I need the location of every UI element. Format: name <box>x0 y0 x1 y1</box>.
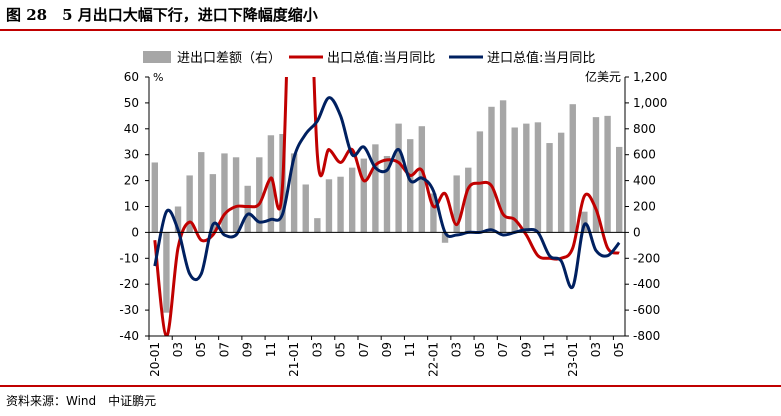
left-tick-label: 40 <box>124 122 139 136</box>
x-tick-label: 05 <box>612 342 626 357</box>
bar-31 <box>511 127 518 233</box>
legend: 进出口差额（右） 出口总值:当月同比 进口总值:当月同比 <box>143 50 595 66</box>
left-tick-label: -30 <box>119 303 139 317</box>
x-tick-label: 20-01 <box>148 342 162 377</box>
bar-12 <box>290 153 298 233</box>
x-tick-label: 09 <box>241 342 255 357</box>
bar-5 <box>209 174 217 233</box>
bar-4 <box>198 152 205 233</box>
bar-0 <box>151 162 158 233</box>
bar-19 <box>372 144 379 233</box>
right-tick-label: 1,000 <box>633 96 667 110</box>
x-tick-label: 11 <box>403 342 417 357</box>
right-tick-label: 0 <box>633 225 641 239</box>
bar-35 <box>557 132 565 233</box>
x-tick-label: 05 <box>334 342 348 357</box>
bar-24 <box>430 193 437 233</box>
x-tick-label: 03 <box>171 342 185 357</box>
x-tick-label: 07 <box>357 342 371 357</box>
right-tick-label: -400 <box>633 277 660 291</box>
x-tick-label: 22-01 <box>426 342 440 377</box>
legend-swatch-bar <box>143 51 171 63</box>
x-tick-label: 03 <box>310 342 324 357</box>
x-tick-label: 11 <box>264 342 278 357</box>
bar-3 <box>186 175 193 233</box>
bar-7 <box>232 157 240 233</box>
x-tick-label: 09 <box>380 342 394 357</box>
bar-16 <box>337 176 344 233</box>
bar-25 <box>441 232 449 243</box>
bar-30 <box>499 100 507 233</box>
bar-series <box>151 100 623 313</box>
x-tick-label: 07 <box>217 342 231 357</box>
bar-26 <box>453 175 460 233</box>
bar-21 <box>395 123 402 233</box>
bar-29 <box>488 106 495 233</box>
bar-15 <box>325 179 333 233</box>
bar-34 <box>546 143 553 233</box>
x-tick-label: 23-01 <box>566 342 580 377</box>
bar-10 <box>267 135 275 233</box>
left-tick-label: 30 <box>124 148 139 162</box>
right-tick-label: -200 <box>633 251 660 265</box>
right-axis-unit: 亿美元 <box>585 69 621 84</box>
bar-14 <box>314 218 321 233</box>
bar-32 <box>523 123 530 233</box>
chart-title: 图 28 5 月出口大幅下行，进口下降幅度缩小 <box>6 6 318 24</box>
line-series <box>153 77 621 336</box>
x-tick-label: 11 <box>543 342 557 357</box>
left-tick-label: 0 <box>131 225 139 239</box>
left-tick-label: 10 <box>124 200 139 214</box>
axes: 60 50 40 30 20 10 0 -10 -20 -30 -40% 1,200 1,000 800 6… <box>119 69 667 377</box>
top-rule <box>0 29 781 31</box>
x-tick-label: 05 <box>473 342 487 357</box>
left-tick-label: -40 <box>119 329 139 343</box>
line-series-1 <box>153 96 621 290</box>
right-tick-label: -600 <box>633 303 660 317</box>
bar-8 <box>244 185 251 233</box>
bar-39 <box>604 115 611 233</box>
left-tick-label: -10 <box>119 251 139 265</box>
bar-40 <box>616 146 623 233</box>
legend-label: 出口总值:当月同比 <box>327 50 435 66</box>
x-tick-label: 07 <box>496 342 510 357</box>
right-tick-label: 600 <box>633 148 656 162</box>
bottom-rule <box>0 385 781 387</box>
bar-18 <box>360 158 367 233</box>
x-tick-label: 03 <box>589 342 603 357</box>
bar-38 <box>592 117 600 233</box>
x-tick-label: 05 <box>194 342 208 357</box>
bar-33 <box>534 122 542 233</box>
x-tick-label: 03 <box>450 342 464 357</box>
source-note: 资料来源：Wind 中证鹏元 <box>6 394 157 408</box>
bar-6 <box>221 153 228 233</box>
bar-9 <box>256 157 263 233</box>
right-tick-label: 1,200 <box>633 70 667 84</box>
left-tick-label: -20 <box>119 277 139 291</box>
right-tick-label: 400 <box>633 174 656 188</box>
left-tick-label: 50 <box>124 96 139 110</box>
bar-22 <box>407 139 414 233</box>
x-tick-label: 09 <box>519 342 533 357</box>
bar-20 <box>383 155 391 233</box>
right-tick-label: 800 <box>633 122 656 136</box>
legend-label: 进口总值:当月同比 <box>487 50 595 66</box>
bar-1 <box>163 232 170 313</box>
bar-17 <box>348 167 356 233</box>
bar-37 <box>581 211 588 233</box>
bar-36 <box>569 104 576 233</box>
legend-label: 进出口差额（右） <box>177 51 281 66</box>
x-tick-label: 21-01 <box>287 342 301 377</box>
left-tick-label: 20 <box>124 174 139 188</box>
right-tick-label: -800 <box>633 329 660 343</box>
left-tick-label: 60 <box>124 70 139 84</box>
line-series-0 <box>153 77 620 336</box>
right-tick-label: 200 <box>633 200 656 214</box>
bar-2 <box>174 206 182 233</box>
bar-27 <box>465 167 472 233</box>
left-axis-unit: % <box>153 71 163 84</box>
bar-13 <box>302 184 309 233</box>
